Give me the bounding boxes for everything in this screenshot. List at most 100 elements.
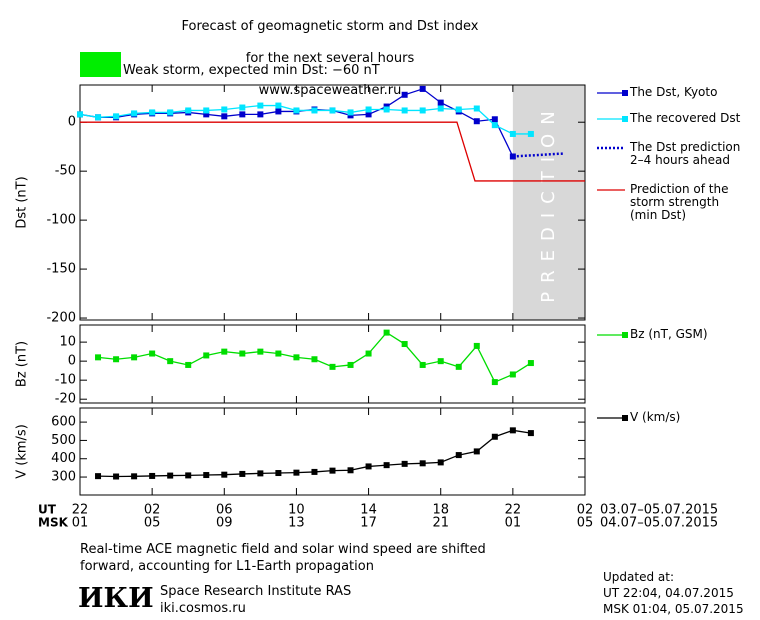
data-point <box>437 99 444 106</box>
data-point <box>527 360 534 367</box>
data-point <box>329 107 336 114</box>
logo: ИКИ <box>78 583 154 614</box>
data-point <box>131 110 138 117</box>
data-point <box>419 107 426 114</box>
msk-label: MSK <box>38 516 69 530</box>
data-point <box>167 472 174 479</box>
legend-marker <box>622 415 628 421</box>
data-point <box>509 427 516 434</box>
x-tick-label: 13 <box>288 516 305 531</box>
data-point <box>239 104 246 111</box>
series-line <box>80 121 585 182</box>
x-tick-label: 22 <box>505 503 522 518</box>
legend-marker <box>622 332 628 338</box>
data-point <box>113 473 120 480</box>
data-point <box>401 107 408 114</box>
title: Forecast of geomagnetic storm and Dst in… <box>0 3 660 115</box>
data-point <box>275 470 282 477</box>
data-point <box>275 108 282 115</box>
data-point <box>365 111 372 118</box>
data-point <box>527 430 534 437</box>
data-point <box>95 114 102 121</box>
title-line: Forecast of geomagnetic storm and Dst in… <box>181 19 479 34</box>
data-point <box>527 130 534 137</box>
data-point <box>95 354 102 361</box>
y-tick-label: -100 <box>46 213 76 228</box>
data-point <box>365 106 372 113</box>
updated: Updated at: UT 22:04, 04.07.2015 MSK 01:… <box>603 570 744 616</box>
data-point <box>437 459 444 466</box>
data-point <box>473 448 480 455</box>
data-point <box>311 468 318 475</box>
y-axis-label: Bz (nT) <box>15 341 30 387</box>
x-tick-label: 21 <box>432 516 449 531</box>
data-point <box>221 106 228 113</box>
x-tick-label: 05 <box>577 516 594 531</box>
x-tick-label: 22 <box>72 503 89 518</box>
data-point <box>455 363 462 370</box>
ut-dates: 03.07–05.07.2015 <box>600 503 718 518</box>
data-point <box>401 91 408 98</box>
data-point <box>491 433 498 440</box>
legend-label: The Dst, Kyoto <box>630 85 718 99</box>
prediction-zone <box>512 85 585 320</box>
data-point <box>437 105 444 112</box>
data-point <box>347 109 354 116</box>
data-point <box>113 113 120 120</box>
data-point <box>77 111 83 118</box>
y-tick-label: 600 <box>51 415 76 430</box>
data-point <box>185 361 192 368</box>
legend-label: The recovered Dst <box>630 111 741 125</box>
data-point <box>383 106 390 113</box>
data-point <box>113 356 120 363</box>
data-point <box>401 460 408 467</box>
data-point <box>131 354 138 361</box>
y-tick-label: -10 <box>55 373 76 388</box>
data-point <box>293 469 300 476</box>
data-point <box>149 350 156 357</box>
series-line <box>79 104 531 135</box>
data-point <box>419 361 426 368</box>
data-point <box>293 354 300 361</box>
data-point <box>311 356 318 363</box>
data-point <box>167 109 174 116</box>
legend-label: The Dst prediction 2–4 hours ahead <box>630 140 741 167</box>
data-point <box>203 352 210 359</box>
y-tick-label: 500 <box>51 433 76 448</box>
y-tick-label: 0 <box>68 115 76 130</box>
data-point <box>221 471 228 478</box>
data-point <box>401 341 408 348</box>
y-axis-label: Dst (nT) <box>15 176 30 228</box>
plot-frame <box>79 407 586 496</box>
data-point <box>239 470 246 477</box>
y-tick-label: 400 <box>51 451 76 466</box>
data-point <box>509 130 516 137</box>
x-tick-label: 01 <box>505 516 522 531</box>
data-point <box>257 348 264 355</box>
data-point <box>383 329 390 336</box>
y-tick-label: 10 <box>59 335 76 350</box>
data-point <box>509 371 516 378</box>
legend-label: V (km/s) <box>630 410 681 424</box>
data-point <box>491 379 498 386</box>
data-point <box>347 467 354 474</box>
data-point <box>329 363 336 370</box>
x-tick-label: 09 <box>216 516 233 531</box>
y-tick-label: 0 <box>68 354 76 369</box>
data-point <box>491 122 498 129</box>
x-tick-label: 01 <box>72 516 89 531</box>
y-tick-label: -20 <box>55 392 76 407</box>
title-line: for the next several hours <box>245 51 415 66</box>
institute: Space Research Institute RAS <box>160 584 352 599</box>
data-point <box>383 462 390 469</box>
data-point <box>473 118 480 125</box>
data-point <box>455 452 462 459</box>
data-point <box>149 472 156 479</box>
data-point <box>185 472 192 479</box>
data-point <box>239 111 246 118</box>
x-tick-label: 17 <box>360 516 377 531</box>
data-point <box>167 358 174 365</box>
data-point <box>347 361 354 368</box>
x-tick-label: 06 <box>216 503 233 518</box>
